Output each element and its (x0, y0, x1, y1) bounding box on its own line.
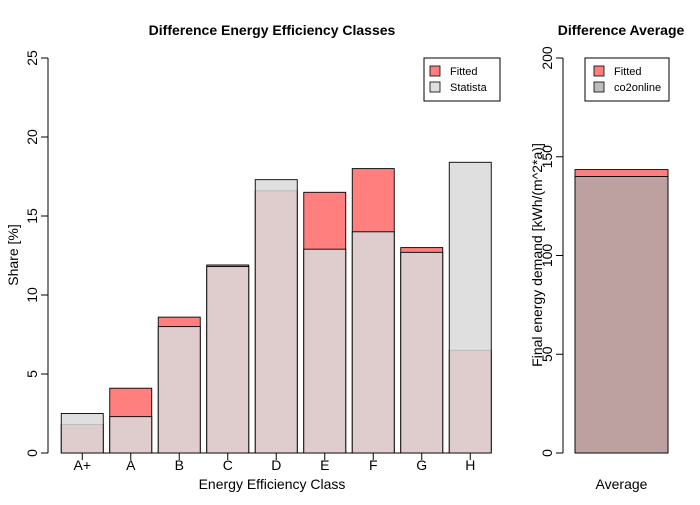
right-legend-label-co2online: co2online (614, 82, 661, 94)
right-legend-swatch-co2online (593, 81, 605, 93)
right-y-tick-label: 150 (539, 145, 555, 169)
left-x-tick-label-f: F (369, 457, 378, 473)
left-x-tick-label-g: G (416, 457, 427, 473)
right-y-tick-label: 100 (539, 244, 555, 268)
left-y-tick-label: 20 (24, 129, 40, 145)
left-axes: 0 5 10 15 20 25 A+ A B C D E F G H (24, 50, 475, 473)
left-legend-swatch-fitted (429, 65, 441, 77)
left-x-tick-label-d: D (271, 457, 281, 473)
left-bar-statista-a (60, 413, 104, 454)
right-axes: 0 50 100 150 200 Average (539, 46, 648, 492)
left-y-tick-label: 15 (24, 208, 40, 224)
left-y-tick-label: 0 (24, 449, 40, 457)
left-y-tick-label: 10 (24, 287, 40, 303)
right-y-tick-label: 200 (539, 46, 555, 70)
right-bar-co2online-average (574, 176, 669, 454)
left-legend-swatch-statista (429, 81, 441, 93)
right-legend: Fitted co2online (584, 57, 670, 102)
left-bar-statista-e (303, 248, 347, 454)
right-legend-swatch-fitted (593, 65, 605, 77)
left-y-tick-label: 25 (24, 50, 40, 66)
right-legend-label-fitted: Fitted (614, 66, 642, 78)
left-bar-statista-c (206, 266, 250, 454)
left-bar-statista-a (109, 416, 153, 454)
left-bar-statista-b (157, 326, 201, 454)
right-chart-panel: Difference Average Final energy demand [… (529, 22, 684, 492)
left-x-tick-label-a: A+ (73, 457, 91, 473)
left-bar-statista-h (448, 161, 492, 454)
left-legend-box (423, 57, 501, 102)
left-x-tick-label-a: A (126, 457, 136, 473)
left-x-tick-label-c: C (223, 457, 233, 473)
left-legend-label-statista: Statista (450, 82, 488, 94)
left-bar-statista-g (400, 251, 444, 454)
left-x-tick-label-b: B (175, 457, 184, 473)
left-x-axis-label: Energy Efficiency Class (199, 476, 346, 492)
left-bar-statista-d (254, 179, 298, 454)
right-legend-box (584, 57, 670, 102)
right-y-tick-label: 0 (539, 449, 555, 457)
left-chart-title: Difference Energy Efficiency Classes (149, 22, 396, 38)
left-legend: Fitted Statista (423, 57, 501, 102)
left-x-tick-label-h: H (465, 457, 475, 473)
right-y-tick-label: 50 (539, 346, 555, 362)
left-bar-statista-f (351, 231, 395, 454)
left-y-tick-label: 5 (24, 370, 40, 378)
left-legend-label-fitted: Fitted (450, 66, 478, 78)
left-bars (60, 161, 492, 454)
right-bars (574, 169, 669, 454)
right-y-axis-label: Final energy demand [kWh/(m^2*a)] (529, 143, 545, 367)
left-chart-panel: Difference Energy Efficiency Classes Ene… (5, 22, 501, 492)
left-x-tick-label-e: E (320, 457, 329, 473)
right-x-tick-label-average: Average (596, 476, 648, 492)
left-y-axis-label: Share [%] (5, 224, 21, 285)
right-chart-title: Difference Average (558, 22, 685, 38)
